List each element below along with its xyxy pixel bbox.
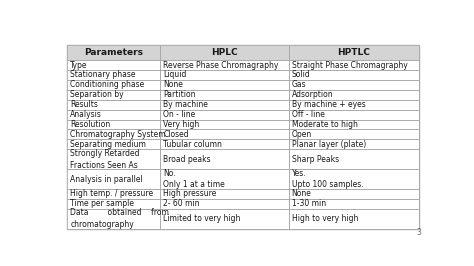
Text: None: None [292, 189, 311, 198]
Text: Partition: Partition [164, 90, 196, 99]
Bar [67, 119, 160, 130]
Bar [289, 169, 419, 189]
Bar [67, 130, 160, 139]
Bar [289, 100, 419, 110]
Text: Gas: Gas [292, 80, 306, 89]
Bar [67, 189, 160, 199]
Bar [160, 119, 289, 130]
Bar [289, 80, 419, 90]
Text: Very high: Very high [164, 120, 200, 129]
Bar [67, 80, 160, 90]
Bar [160, 100, 289, 110]
Bar [289, 110, 419, 119]
Text: High pressure: High pressure [164, 189, 217, 198]
Text: High temp. / pressure: High temp. / pressure [70, 189, 154, 198]
Text: Moderate to high: Moderate to high [292, 120, 357, 129]
Text: Analysis: Analysis [70, 110, 102, 119]
Bar [67, 149, 160, 169]
Bar [289, 119, 419, 130]
Bar [67, 169, 160, 189]
Text: Resolution: Resolution [70, 120, 110, 129]
Bar [67, 110, 160, 119]
Text: Stationary phase: Stationary phase [70, 70, 136, 80]
Text: Time per sample: Time per sample [70, 199, 134, 208]
Bar [160, 45, 289, 60]
Bar [160, 209, 289, 228]
Text: High to very high: High to very high [292, 214, 358, 223]
Text: On - line: On - line [164, 110, 196, 119]
Bar [160, 80, 289, 90]
Text: Yes.
Upto 100 samples.: Yes. Upto 100 samples. [292, 169, 363, 189]
Text: HPTLC: HPTLC [337, 48, 370, 57]
Bar [67, 70, 160, 80]
Text: Strongly Retarded
Fractions Seen As: Strongly Retarded Fractions Seen As [70, 149, 140, 170]
Bar [160, 60, 289, 70]
Text: Results: Results [70, 100, 98, 109]
Text: None: None [164, 80, 183, 89]
Text: 1-30 min: 1-30 min [292, 199, 326, 208]
Text: Closed: Closed [164, 130, 189, 139]
Text: Limited to very high: Limited to very high [164, 214, 241, 223]
Text: Separating medium: Separating medium [70, 140, 146, 149]
Bar [289, 149, 419, 169]
Text: Off - line: Off - line [292, 110, 324, 119]
Bar [67, 100, 160, 110]
Bar [160, 169, 289, 189]
Text: Open: Open [292, 130, 312, 139]
Bar [67, 90, 160, 100]
Bar [67, 139, 160, 149]
Text: Straight Phase Chromagraphy: Straight Phase Chromagraphy [292, 61, 407, 69]
Text: No.
Only 1 at a time: No. Only 1 at a time [164, 169, 225, 189]
Text: HPLC: HPLC [211, 48, 238, 57]
Text: Parameters: Parameters [84, 48, 143, 57]
Bar [289, 209, 419, 228]
Text: Reverse Phase Chromagraphy: Reverse Phase Chromagraphy [164, 61, 279, 69]
Bar [160, 149, 289, 169]
Bar [289, 90, 419, 100]
Bar [160, 139, 289, 149]
Text: Liquid: Liquid [164, 70, 187, 80]
Text: Sharp Peaks: Sharp Peaks [292, 155, 338, 164]
Text: Chromatography System: Chromatography System [70, 130, 166, 139]
Bar [289, 45, 419, 60]
Text: Separation by: Separation by [70, 90, 124, 99]
Bar [289, 139, 419, 149]
Bar [67, 45, 160, 60]
Bar [160, 130, 289, 139]
Text: Type: Type [70, 61, 88, 69]
Bar [160, 110, 289, 119]
Bar [160, 199, 289, 209]
Bar [289, 189, 419, 199]
Text: Analysis in parallel: Analysis in parallel [70, 174, 143, 184]
Bar [160, 70, 289, 80]
Bar [289, 70, 419, 80]
Bar [67, 60, 160, 70]
Bar [289, 199, 419, 209]
Bar [289, 60, 419, 70]
Text: Solid: Solid [292, 70, 310, 80]
Text: By machine + eyes: By machine + eyes [292, 100, 365, 109]
Bar [160, 189, 289, 199]
Bar [289, 130, 419, 139]
Text: Conditioning phase: Conditioning phase [70, 80, 145, 89]
Bar [67, 209, 160, 228]
Text: Adsorption: Adsorption [292, 90, 333, 99]
Bar [160, 90, 289, 100]
Text: Broad peaks: Broad peaks [164, 155, 211, 164]
Text: Data        obtained    from
chromatography: Data obtained from chromatography [70, 208, 169, 229]
Text: 2- 60 min: 2- 60 min [164, 199, 200, 208]
Bar [67, 199, 160, 209]
Text: 3: 3 [416, 228, 421, 237]
Text: By machine: By machine [164, 100, 208, 109]
Text: Planar layer (plate): Planar layer (plate) [292, 140, 366, 149]
Text: Tubular column: Tubular column [164, 140, 222, 149]
